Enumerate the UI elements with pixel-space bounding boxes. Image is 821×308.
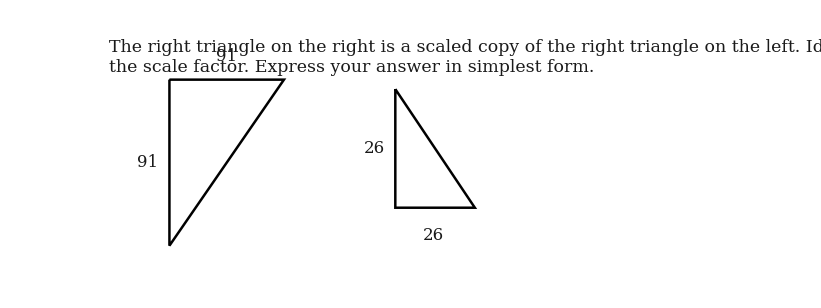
Text: The right triangle on the right is a scaled copy of the right triangle on the le: The right triangle on the right is a sca… [109,39,821,76]
Text: 91: 91 [216,48,237,65]
Text: 26: 26 [423,227,444,244]
Text: 91: 91 [137,154,158,171]
Text: 26: 26 [364,140,384,157]
